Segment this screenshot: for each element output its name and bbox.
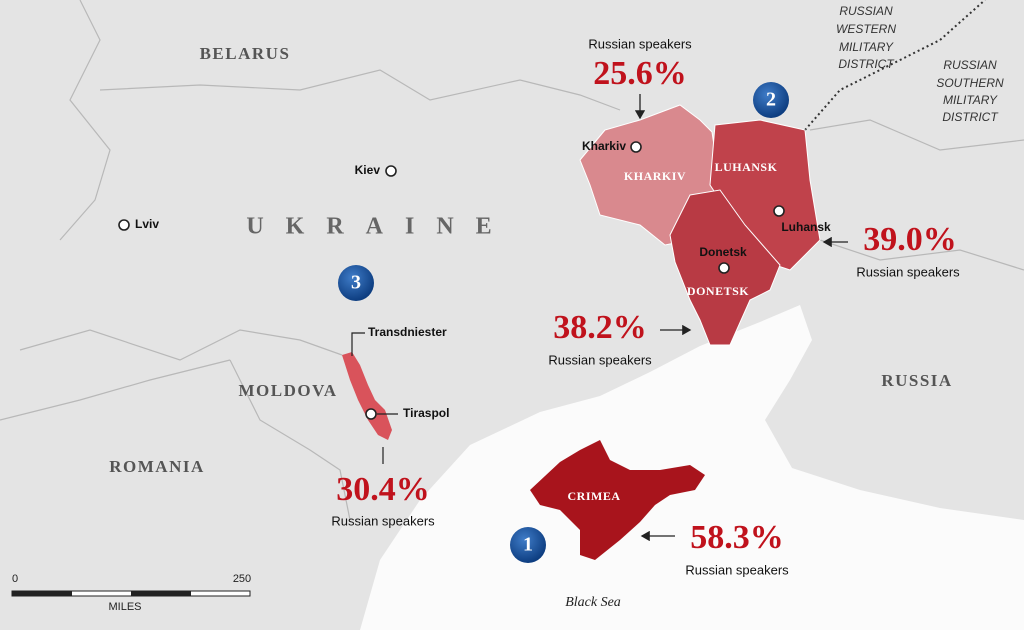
percent: 58.3% xyxy=(690,519,784,556)
district-label: WESTERN xyxy=(836,22,896,36)
city-dot xyxy=(118,219,130,231)
country-label: BELARUS xyxy=(200,44,291,63)
district-label: RUSSIAN xyxy=(839,4,893,18)
district-boundary xyxy=(804,0,986,131)
district-label: DISTRICT xyxy=(838,57,895,71)
percent: 38.2% xyxy=(553,309,647,346)
country-label: ROMANIA xyxy=(109,457,205,476)
leader xyxy=(351,332,365,356)
city-label: Tiraspol xyxy=(403,406,449,420)
city-label: Donetsk xyxy=(699,245,747,259)
caption: Russian speakers xyxy=(548,352,652,367)
marker xyxy=(510,527,546,563)
region-crimea xyxy=(530,440,705,560)
city-label: Kiev xyxy=(355,163,381,177)
scale-label: MILES xyxy=(108,601,141,613)
marker xyxy=(753,82,789,118)
scale-label: 250 xyxy=(233,573,251,585)
district-label: RUSSIAN xyxy=(943,58,997,72)
marker xyxy=(338,265,374,301)
region-transdniester xyxy=(342,352,392,440)
district-label: MILITARY xyxy=(943,93,998,107)
country-label: UKRAINE xyxy=(246,214,513,240)
water-label: Black Sea xyxy=(565,595,621,610)
percent: 30.4% xyxy=(336,471,430,508)
district-label: SOUTHERN xyxy=(936,76,1004,90)
region-label: KHARKIV xyxy=(624,169,686,183)
caption: Russian speakers xyxy=(588,36,692,51)
city-label: Transdniester xyxy=(368,325,447,339)
percent: 39.0% xyxy=(863,221,957,258)
scale-label: 0 xyxy=(12,573,18,585)
country-label: MOLDOVA xyxy=(239,381,338,400)
scale-bar xyxy=(11,590,251,597)
city-dot xyxy=(365,408,377,420)
district-label: DISTRICT xyxy=(942,110,999,124)
city-dot xyxy=(385,165,397,177)
region-label: CRIMEA xyxy=(568,489,621,503)
caption: Russian speakers xyxy=(685,562,789,577)
city-dot xyxy=(630,141,642,153)
borders xyxy=(0,0,1024,521)
marker-number: 3 xyxy=(351,272,361,294)
city-label: Lviv xyxy=(135,217,159,231)
caption: Russian speakers xyxy=(331,513,435,528)
city-label: Luhansk xyxy=(781,220,831,234)
percent: 25.6% xyxy=(593,55,687,92)
marker-number: 2 xyxy=(766,89,776,111)
city-label: Kharkiv xyxy=(582,139,626,153)
region-label: DONETSK xyxy=(687,284,749,298)
city-dot xyxy=(773,205,785,217)
marker-number: 1 xyxy=(523,534,533,556)
city-dot xyxy=(718,262,730,274)
country-label: RUSSIA xyxy=(881,371,952,390)
district-label: MILITARY xyxy=(839,40,894,54)
caption: Russian speakers xyxy=(856,264,960,279)
region-label: LUHANSK xyxy=(715,160,778,174)
